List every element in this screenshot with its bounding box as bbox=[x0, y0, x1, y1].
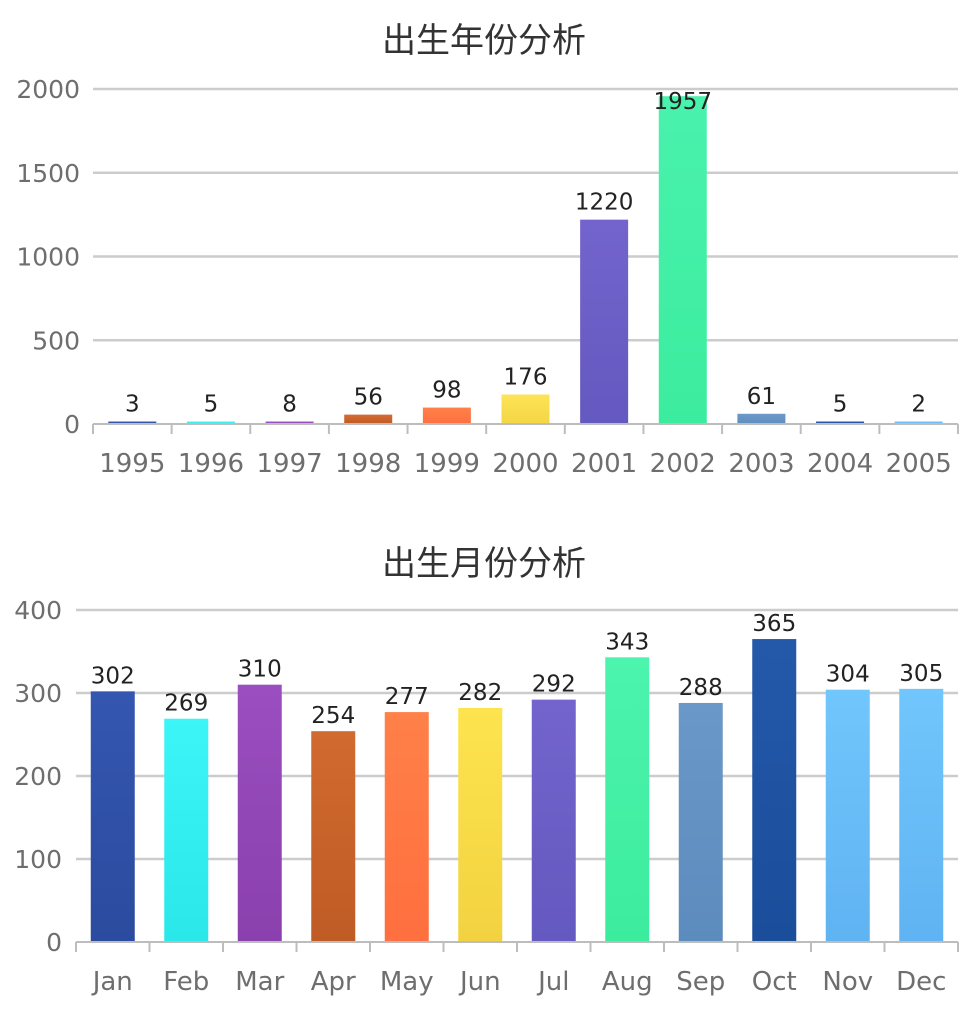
data-label-Jul: 292 bbox=[532, 672, 576, 698]
bar-2004 bbox=[816, 421, 865, 424]
x-tick-label-2001: 2001 bbox=[571, 449, 637, 479]
x-tick-label-Jul: Jul bbox=[536, 967, 569, 997]
y-tick-label: 0 bbox=[46, 928, 62, 957]
y-axis-ticks: 0 100 200 300 400 bbox=[14, 596, 62, 957]
birth-month-chart: 出生月份分析 0 100 200 300 400 302 269 310 254 277 282 2… bbox=[14, 544, 959, 997]
data-label-1995: 3 bbox=[125, 392, 140, 418]
x-tick-label-1995: 1995 bbox=[99, 449, 165, 479]
bar-Dec bbox=[899, 688, 944, 942]
y-tick-label: 500 bbox=[32, 326, 80, 355]
x-tick-label-Nov: Nov bbox=[822, 967, 873, 997]
x-tick-label-Feb: Feb bbox=[163, 967, 209, 997]
birth-year-chart: 出生年份分析 0 500 1000 1500 2000 3 5 8 56 98 176 1220 19… bbox=[16, 21, 959, 479]
x-tick-label-2005: 2005 bbox=[886, 449, 952, 479]
data-label-2002: 1957 bbox=[653, 89, 712, 115]
bar-Jun bbox=[458, 707, 503, 942]
bar-1997 bbox=[265, 421, 314, 424]
bar-Feb bbox=[164, 718, 209, 942]
x-tick-label-1998: 1998 bbox=[335, 449, 401, 479]
data-label-1997: 8 bbox=[282, 392, 297, 418]
bar-Nov bbox=[825, 689, 870, 942]
x-axis-ticks: 1995 1996 1997 1998 1999 2000 2001 2002 2003 2004… bbox=[99, 449, 952, 479]
data-label-Mar: 310 bbox=[238, 657, 282, 683]
x-tick-label-2000: 2000 bbox=[492, 449, 558, 479]
x-tick-label-Aug: Aug bbox=[602, 967, 653, 997]
x-tick-label-2002: 2002 bbox=[650, 449, 716, 479]
x-tick-label-Dec: Dec bbox=[896, 967, 946, 997]
bar-Sep bbox=[678, 702, 723, 942]
data-label-1998: 56 bbox=[354, 385, 383, 411]
bar-2003 bbox=[737, 413, 786, 424]
bar-2002 bbox=[658, 96, 707, 424]
bar-1996 bbox=[186, 421, 235, 424]
bar-1998 bbox=[344, 414, 393, 424]
data-label-Sep: 288 bbox=[679, 675, 723, 701]
data-label-Apr: 254 bbox=[311, 703, 355, 729]
data-label-2003: 61 bbox=[747, 384, 776, 410]
bar-Aug bbox=[605, 657, 650, 942]
x-tick-label-Jun: Jun bbox=[458, 967, 501, 997]
data-label-2004: 5 bbox=[833, 392, 848, 418]
x-tick-label-Mar: Mar bbox=[235, 967, 284, 997]
data-label-Jun: 282 bbox=[458, 680, 502, 706]
chart-title: 出生年份分析 bbox=[382, 21, 586, 61]
bar-Oct bbox=[752, 639, 797, 942]
bars bbox=[90, 639, 944, 942]
y-tick-label: 2000 bbox=[16, 75, 80, 104]
bar-Apr bbox=[311, 731, 356, 942]
x-tick-label-1996: 1996 bbox=[178, 449, 244, 479]
data-label-Aug: 343 bbox=[605, 629, 649, 655]
data-label-Dec: 305 bbox=[899, 661, 943, 687]
bar-2005 bbox=[894, 421, 943, 424]
bar-2001 bbox=[580, 219, 629, 424]
x-tick-label-Sep: Sep bbox=[676, 967, 725, 997]
bar-2000 bbox=[501, 394, 550, 424]
y-axis-ticks: 0 500 1000 1500 2000 bbox=[16, 75, 80, 439]
x-tick-label-Jan: Jan bbox=[91, 967, 133, 997]
bars bbox=[108, 96, 943, 424]
x-tick-label-2004: 2004 bbox=[807, 449, 873, 479]
y-tick-label: 0 bbox=[64, 410, 80, 439]
data-label-Feb: 269 bbox=[164, 691, 208, 717]
x-tick-label-1997: 1997 bbox=[257, 449, 323, 479]
x-axis bbox=[92, 423, 959, 434]
x-tick-label-2003: 2003 bbox=[728, 449, 794, 479]
data-labels: 3 5 8 56 98 176 1220 1957 61 5 2 bbox=[125, 89, 926, 418]
x-axis bbox=[75, 941, 959, 952]
gridlines bbox=[93, 87, 958, 342]
data-label-Oct: 365 bbox=[752, 611, 796, 637]
bar-Mar bbox=[237, 684, 282, 942]
y-tick-label: 100 bbox=[14, 845, 62, 874]
data-labels: 302 269 310 254 277 282 292 343 288 365 304 305 bbox=[91, 611, 943, 729]
data-label-Jan: 302 bbox=[91, 663, 135, 689]
data-label-2000: 176 bbox=[504, 365, 548, 391]
data-label-Nov: 304 bbox=[826, 662, 870, 688]
y-tick-label: 1500 bbox=[16, 159, 80, 188]
gridlines bbox=[76, 608, 958, 861]
bar-1995 bbox=[108, 421, 157, 424]
x-tick-label-Oct: Oct bbox=[752, 967, 797, 997]
x-axis-ticks: Jan Feb Mar Apr May Jun Jul Aug Sep Oct Nov Dec bbox=[91, 967, 947, 997]
bar-Jan bbox=[90, 691, 135, 942]
data-label-2001: 1220 bbox=[575, 190, 634, 216]
x-tick-label-Apr: Apr bbox=[311, 967, 356, 997]
y-tick-label: 200 bbox=[14, 762, 62, 791]
y-tick-label: 400 bbox=[14, 596, 62, 625]
data-label-1996: 5 bbox=[204, 392, 219, 418]
bar-1999 bbox=[422, 407, 471, 424]
bar-Jul bbox=[531, 699, 576, 942]
x-tick-label-May: May bbox=[380, 967, 434, 997]
data-label-May: 277 bbox=[385, 684, 429, 710]
chart-title: 出生月份分析 bbox=[382, 544, 586, 584]
x-tick-label-1999: 1999 bbox=[414, 449, 480, 479]
bar-May bbox=[384, 712, 429, 942]
data-label-2005: 2 bbox=[911, 392, 926, 418]
y-tick-label: 300 bbox=[14, 679, 62, 708]
y-tick-label: 1000 bbox=[16, 243, 80, 272]
data-label-1999: 98 bbox=[432, 378, 461, 404]
